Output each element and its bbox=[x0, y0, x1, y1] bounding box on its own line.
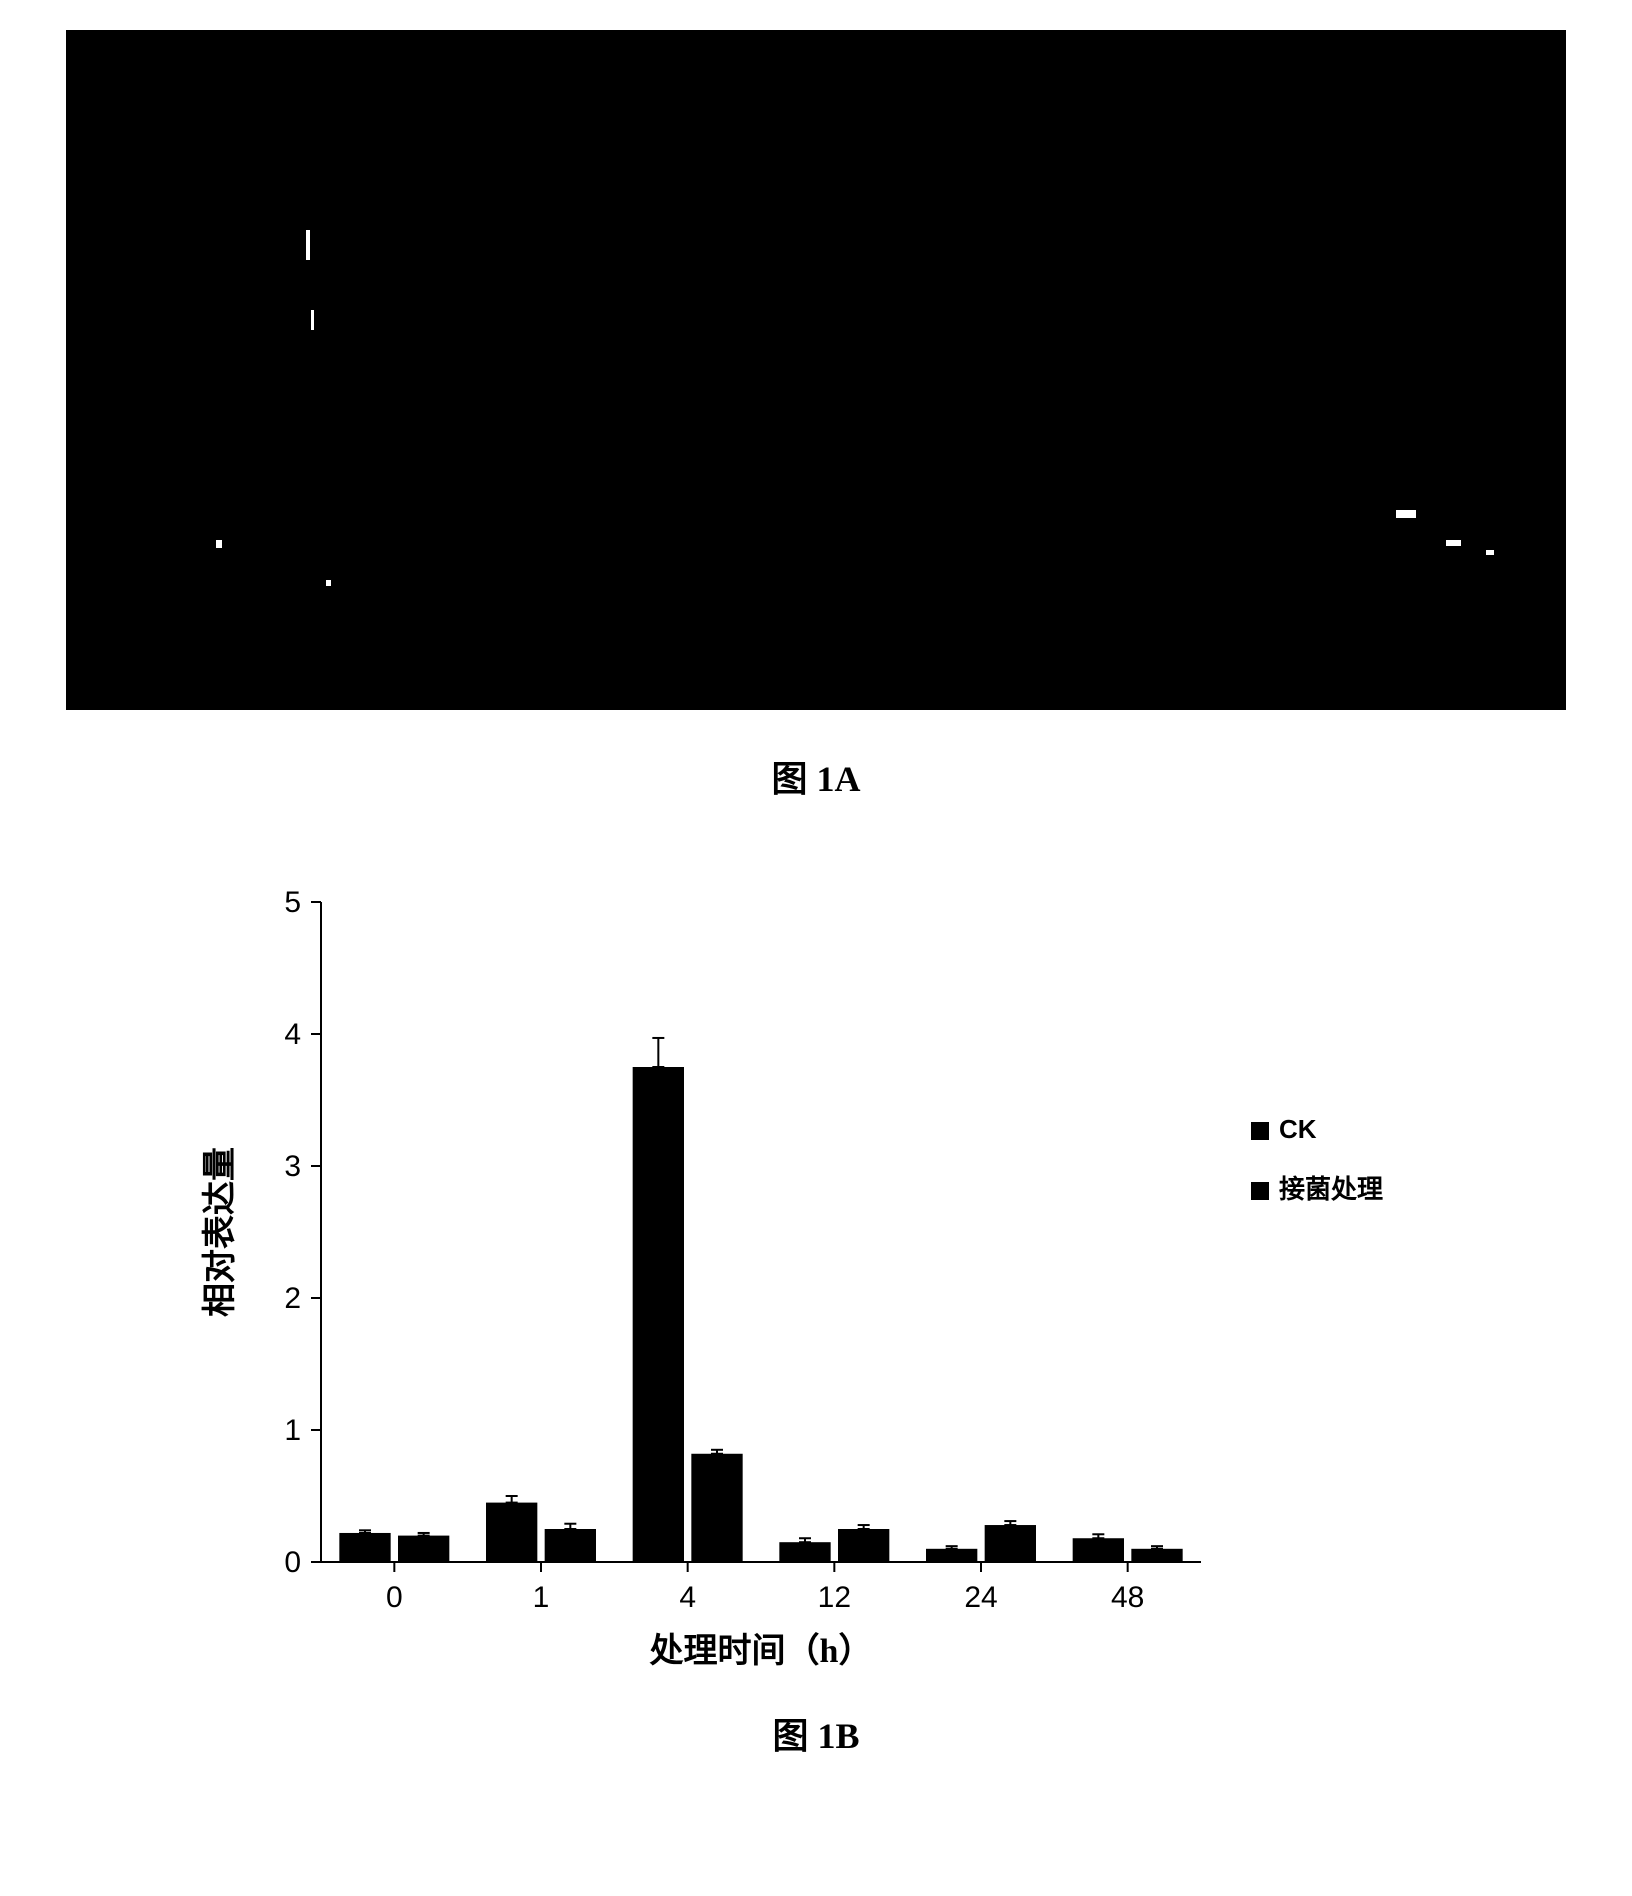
svg-text:处理时间（h）: 处理时间（h） bbox=[649, 1631, 873, 1670]
svg-text:12: 12 bbox=[818, 1581, 851, 1614]
svg-text:相对表达量: 相对表达量 bbox=[201, 1147, 239, 1317]
svg-text:2: 2 bbox=[284, 1282, 301, 1315]
chart-wrapper: 012345相对表达量014122448处理时间（h）CK接菌处理 图 1B bbox=[66, 862, 1566, 1759]
figure-1b-chart: 012345相对表达量014122448处理时间（h）CK接菌处理 bbox=[141, 862, 1491, 1692]
figure-container: 图 1A 012345相对表达量014122448处理时间（h）CK接菌处理 图… bbox=[20, 20, 1612, 1759]
figure-1a-caption: 图 1A bbox=[772, 750, 861, 802]
svg-text:0: 0 bbox=[284, 1546, 301, 1579]
svg-text:1: 1 bbox=[533, 1581, 550, 1614]
svg-text:3: 3 bbox=[284, 1150, 301, 1183]
figure-1b-caption: 图 1B bbox=[772, 1707, 859, 1759]
figure-1a-image bbox=[66, 30, 1566, 710]
svg-text:48: 48 bbox=[1111, 1581, 1144, 1614]
svg-text:4: 4 bbox=[284, 1018, 301, 1051]
svg-text:4: 4 bbox=[679, 1581, 696, 1614]
svg-text:接菌处理: 接菌处理 bbox=[1279, 1174, 1383, 1204]
svg-text:24: 24 bbox=[964, 1581, 997, 1614]
svg-text:1: 1 bbox=[284, 1414, 301, 1447]
svg-text:CK: CK bbox=[1279, 1114, 1317, 1144]
svg-text:0: 0 bbox=[386, 1581, 403, 1614]
svg-text:5: 5 bbox=[284, 886, 301, 919]
